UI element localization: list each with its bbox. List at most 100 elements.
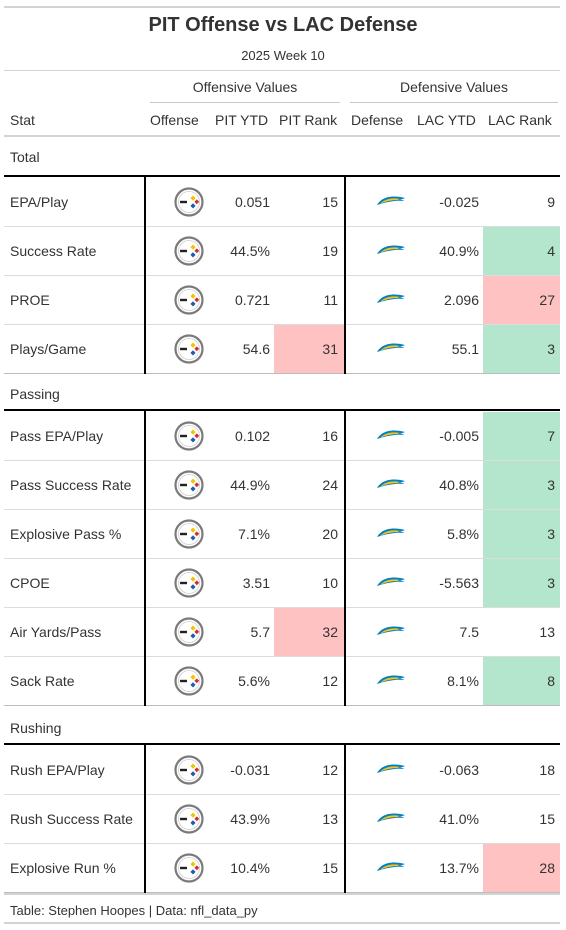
lac-rank-value: 4 [547,243,555,259]
pit-ytd-value: 3.51 [242,575,270,591]
pit-rank-value: 12 [322,762,338,778]
pit-rank-value: 15 [322,860,338,876]
table-row: Plays/Game 54.6 31 55.1 3 [4,325,560,374]
stat-label: EPA/Play [10,194,69,210]
row-divider [4,656,560,657]
lac-rank-value: 3 [547,341,555,357]
pit-ytd-value: -0.031 [230,762,270,778]
pit-rank-value: 15 [322,194,338,210]
pit-rank-highlight [274,325,344,373]
group-label: Passing [10,386,60,402]
lac-rank-highlight [483,559,560,607]
chargers-bolt-logo-icon [376,477,406,493]
column-separator [344,175,346,374]
group-rule [4,743,560,745]
header-rule [4,70,560,71]
chargers-bolt-logo-icon [376,673,406,689]
stat-label: Sack Rate [10,673,75,689]
steelers-logo-icon [174,666,204,696]
pit-rank-value: 20 [322,526,338,542]
pit-rank-value: 13 [322,811,338,827]
lac-rank-value: 9 [547,194,555,210]
stat-label: Success Rate [10,243,97,259]
stat-label: Rush Success Rate [10,811,133,827]
chargers-bolt-logo-icon [376,428,406,444]
pit-rank-value: 24 [322,477,338,493]
chargers-bolt-logo-icon [376,811,406,827]
lac-rank-value: 3 [547,575,555,591]
row-divider [4,460,560,461]
lac-rank-value: 8 [547,673,555,689]
lac-ytd-value: 41.0% [439,811,479,827]
chargers-bolt-logo-icon [376,526,406,542]
steelers-logo-icon [174,187,204,217]
column-separator [144,175,146,374]
lac-rank-highlight [483,844,560,892]
column-header-rule [4,135,560,137]
table-row: Sack Rate 5.6% 12 8.1% 8 [4,657,560,706]
pit-ytd-value: 0.102 [234,428,270,444]
group-label: Total [10,149,40,165]
lac-rank-value: 3 [547,477,555,493]
steelers-logo-icon [174,755,204,785]
lac-ytd-value: -0.063 [439,762,479,778]
lac-ytd-value: 7.5 [459,624,479,640]
column-header-offense: Offense [150,112,199,128]
steelers-logo-icon [174,568,204,598]
lac-ytd-value: 8.1% [447,673,479,689]
lac-ytd-value: 13.7% [439,860,479,876]
row-divider [4,843,560,844]
stat-label: Rush EPA/Play [10,762,105,778]
table-row: PROE 0.721 11 2.096 27 [4,276,560,325]
column-header-lac-rank: LAC Rank [488,112,552,128]
pit-ytd-value: 44.5% [230,243,270,259]
steelers-logo-icon [174,285,204,315]
column-separator [344,409,346,706]
offensive-spanner: Offensive Values [192,79,298,95]
pit-ytd-value: 43.9% [230,811,270,827]
column-separator [144,409,146,706]
lac-rank-value: 15 [539,811,555,827]
table-row: Rush EPA/Play -0.031 12 -0.063 18 [4,746,560,795]
stat-label: Explosive Pass % [10,526,122,542]
column-separator [344,743,346,893]
table-row: Rush Success Rate 43.9% 13 41.0% 15 [4,795,560,844]
stat-label: Air Yards/Pass [10,624,102,640]
steelers-logo-icon [174,421,204,451]
column-header-defense: Defense [351,112,404,128]
defensive-spanner-line [350,102,558,103]
lac-ytd-value: -0.005 [439,428,479,444]
pit-rank-highlight [274,608,344,656]
pit-ytd-value: 0.051 [234,194,270,210]
steelers-logo-icon [174,236,204,266]
lac-ytd-value: 5.8% [447,526,479,542]
pit-ytd-value: 5.7 [250,624,270,640]
row-divider [4,324,560,325]
column-header-pit-rank: PIT Rank [279,112,338,128]
group-rule [4,175,560,177]
row-divider [4,558,560,559]
lac-rank-value: 7 [547,428,555,444]
bottom-rule [4,922,560,924]
lac-ytd-value: 40.9% [439,243,479,259]
pit-rank-value: 16 [322,428,338,444]
table-row: Explosive Run % 10.4% 15 13.7% 28 [4,844,560,893]
lac-rank-highlight [483,461,560,509]
stat-label: Pass Success Rate [10,477,132,493]
chargers-bolt-logo-icon [376,860,406,876]
pit-rank-value: 19 [322,243,338,259]
table-row: Success Rate 44.5% 19 40.9% 4 [4,227,560,276]
defensive-spanner: Defensive Values [400,79,508,95]
lac-ytd-value: 2.096 [443,292,479,308]
pit-ytd-value: 44.9% [230,477,270,493]
pit-rank-value: 11 [323,292,338,308]
row-divider [4,226,560,227]
steelers-logo-icon [174,519,204,549]
pit-ytd-value: 10.4% [230,860,270,876]
table-title: PIT Offense vs LAC Defense [148,14,418,36]
table-row: Pass Success Rate 44.9% 24 40.8% 3 [4,461,560,510]
steelers-logo-icon [174,617,204,647]
lac-rank-value: 3 [547,526,555,542]
lac-rank-value: 13 [539,624,555,640]
column-separator [144,743,146,893]
